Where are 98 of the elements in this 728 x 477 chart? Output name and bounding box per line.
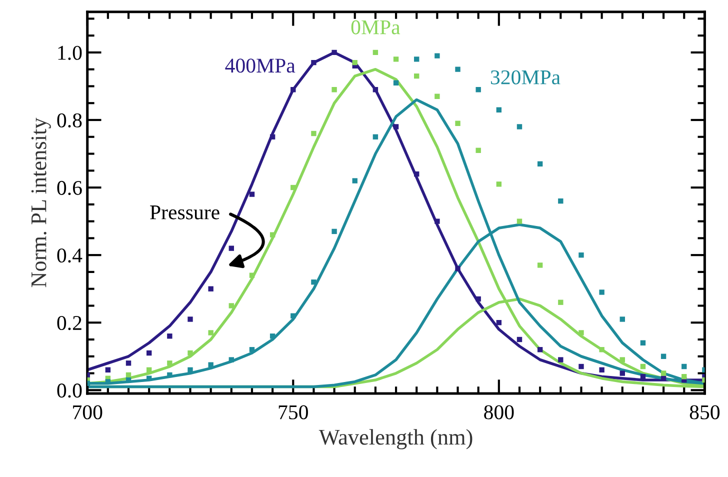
point (414, 171, 420, 177)
y-tick-label: 0.0 (57, 384, 82, 398)
point (290, 184, 296, 190)
series-label: 320MPa (490, 70, 560, 84)
point (682, 364, 687, 370)
point (332, 228, 337, 234)
point (332, 86, 337, 92)
point (270, 334, 276, 339)
point (126, 377, 132, 383)
point (476, 148, 481, 153)
point (270, 232, 276, 238)
point (228, 357, 234, 362)
point (188, 350, 193, 356)
point (352, 178, 358, 184)
point (249, 347, 255, 352)
point (228, 303, 234, 308)
point (434, 218, 440, 224)
point (537, 347, 543, 352)
x-tick-label: 750 (278, 405, 308, 420)
point (352, 60, 358, 66)
point (372, 50, 378, 56)
x-axis-title: Wavelength (nm) (318, 429, 472, 450)
annotation: Pressure (150, 206, 220, 220)
y-tick-label: 0.4 (57, 248, 82, 263)
point (167, 360, 172, 366)
series-label: 0MPa (351, 20, 400, 34)
point (599, 290, 604, 295)
point (476, 86, 481, 92)
point (311, 60, 316, 66)
point (393, 80, 399, 86)
point (146, 367, 152, 372)
point (537, 161, 543, 166)
y-tick-label: 0.8 (57, 113, 82, 128)
point (537, 262, 543, 268)
y-axis-title: Norm. PL intensity (31, 118, 51, 288)
point (126, 372, 132, 378)
point (105, 367, 111, 372)
point (208, 362, 214, 368)
x-tick-label: 850 (690, 405, 720, 420)
point (208, 330, 214, 336)
point (270, 134, 276, 140)
x-tick-label: 800 (484, 405, 514, 420)
point (578, 330, 584, 336)
point (640, 374, 646, 380)
point (620, 357, 625, 362)
point (332, 50, 337, 56)
point (393, 56, 399, 62)
point (311, 279, 316, 285)
series-label: 400MPa (225, 58, 296, 73)
point (372, 86, 378, 92)
point (249, 192, 255, 197)
point (620, 370, 625, 376)
point (558, 357, 564, 362)
point (146, 350, 152, 356)
point (496, 182, 502, 187)
point (599, 347, 604, 352)
point (290, 313, 296, 318)
point (393, 124, 399, 130)
point (516, 336, 522, 342)
point (372, 134, 378, 140)
point (516, 218, 522, 224)
point (455, 266, 460, 272)
point (660, 370, 666, 376)
point (640, 364, 646, 370)
point (434, 94, 440, 99)
point (496, 320, 502, 326)
point (558, 198, 564, 204)
point (167, 334, 172, 339)
point (476, 296, 481, 302)
point (660, 354, 666, 359)
point (311, 130, 316, 136)
point (620, 316, 625, 322)
point (188, 316, 193, 322)
point (578, 364, 584, 370)
point (455, 66, 460, 72)
point (682, 374, 687, 380)
x-tick-label: 700 (73, 405, 102, 420)
point (188, 367, 193, 372)
point (640, 340, 646, 346)
point (228, 246, 234, 251)
point (208, 286, 214, 292)
point (558, 300, 564, 305)
point (414, 56, 420, 62)
point (496, 107, 502, 112)
point (660, 376, 666, 381)
point (414, 73, 420, 79)
point (249, 272, 255, 278)
y-tick-label: 0.2 (57, 316, 82, 330)
point (126, 360, 132, 366)
y-tick-label: 0.6 (57, 180, 82, 196)
point (290, 86, 296, 92)
point (516, 124, 522, 130)
y-tick-label: 1.0 (58, 46, 82, 60)
point (167, 372, 172, 378)
point (578, 252, 584, 258)
point (455, 120, 460, 126)
point (599, 367, 604, 372)
point (434, 53, 440, 58)
